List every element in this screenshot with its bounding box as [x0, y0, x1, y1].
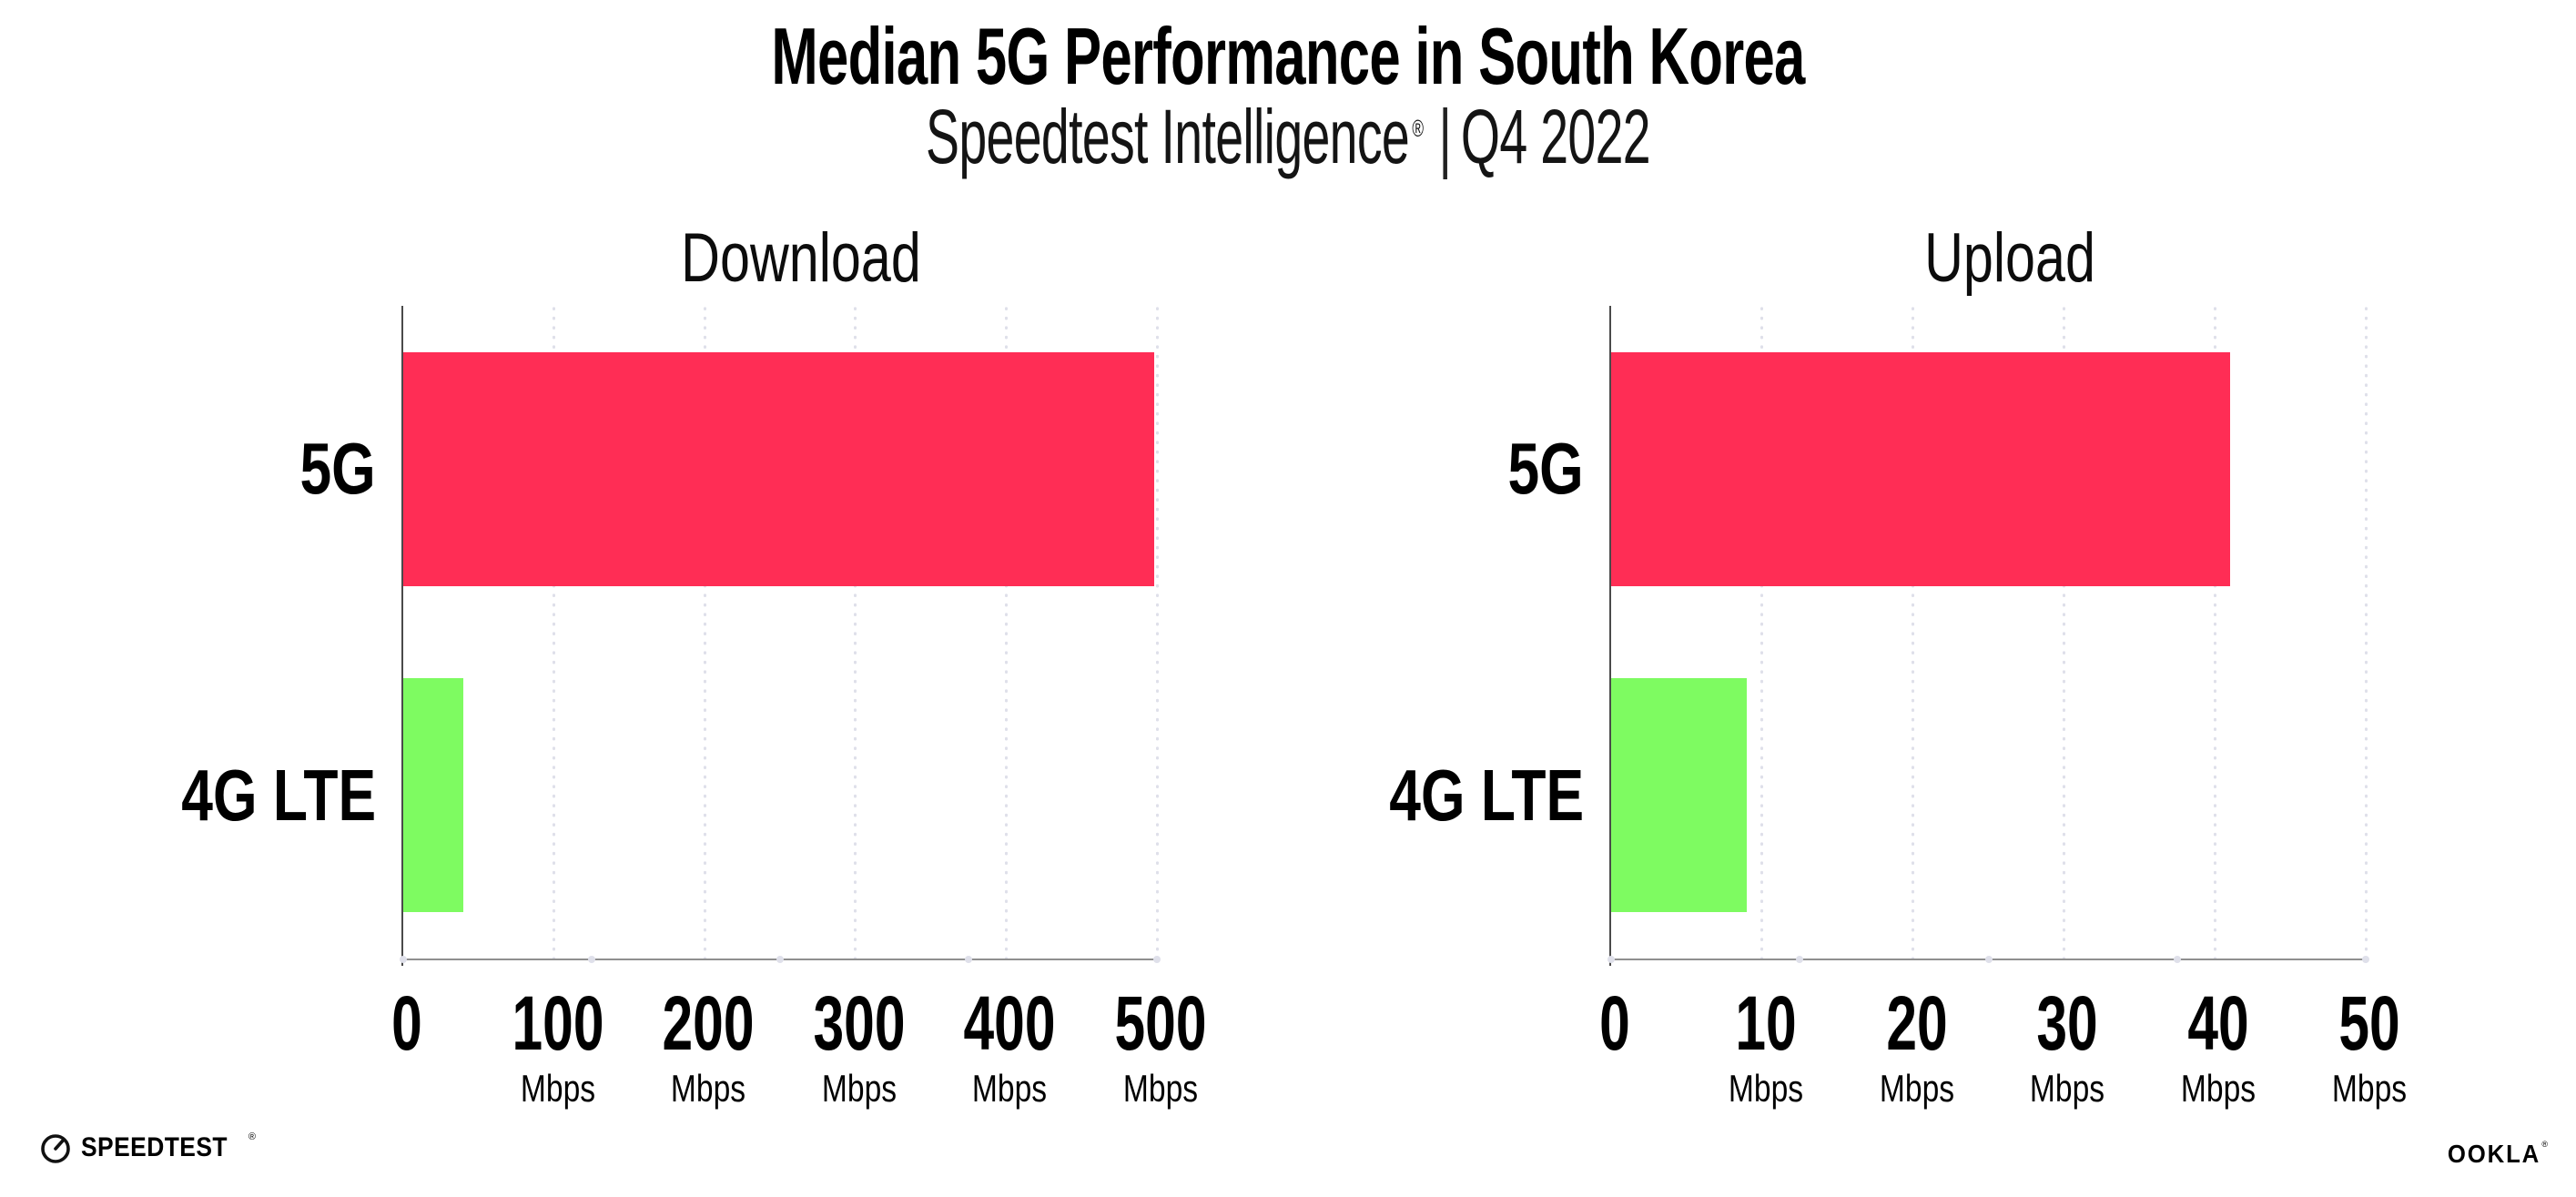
category-label-4g-lte: 4G LTE: [1389, 754, 1584, 836]
axis-baseline-dot: [776, 956, 784, 963]
x-tick-value: 20: [1885, 980, 1948, 1066]
x-tick-unit: Mbps: [2181, 1067, 2257, 1110]
speedtest-logo: SPEEDTEST ®: [38, 1131, 256, 1165]
axis-baseline-dot: [965, 956, 972, 963]
gridline: [2213, 306, 2216, 959]
download-chart-title: Download: [681, 219, 921, 297]
x-tick-label: 0: [1594, 985, 1637, 1061]
x-tick-value: 40: [2187, 980, 2249, 1066]
speedtest-wordmark: SPEEDTEST: [81, 1132, 228, 1162]
x-tick-unit: Mbps: [2331, 1067, 2408, 1110]
ookla-logo: OOKLA ®: [2439, 1140, 2548, 1168]
x-tick-label: 20 Mbps: [1870, 985, 1963, 1108]
x-tick-value: 0: [1599, 980, 1630, 1066]
x-tick-label: 100 Mbps: [494, 985, 622, 1108]
x-tick-label: 10 Mbps: [1719, 985, 1812, 1108]
gridline: [703, 306, 706, 959]
x-tick-value: 10: [1735, 980, 1797, 1066]
bar-4g-lte: [403, 678, 464, 913]
speedtest-gauge-icon: [38, 1131, 73, 1165]
axis-baseline-dot: [588, 956, 595, 963]
x-axis-line: [1609, 959, 2368, 960]
y-axis-line: [401, 306, 403, 966]
x-tick-label: 200 Mbps: [644, 985, 772, 1108]
x-tick-unit: Mbps: [972, 1067, 1048, 1110]
registered-trademark-mark: ®: [1412, 115, 1424, 142]
x-tick-value: 100: [512, 980, 604, 1066]
x-tick-unit: Mbps: [1879, 1067, 1954, 1110]
x-tick-label: 400 Mbps: [946, 985, 1073, 1108]
ookla-wordmark: OOKLA: [2448, 1140, 2541, 1168]
subtitle-period: Q4 2022: [1460, 94, 1651, 179]
page-title: Median 5G Performance in South Korea: [771, 11, 1805, 101]
category-label-5g: 5G: [1507, 428, 1584, 510]
x-tick-label: 500 Mbps: [1097, 985, 1224, 1108]
bar-5g: [1611, 351, 2230, 586]
page-subtitle: Speedtest Intelligence ® | Q4 2022: [438, 96, 2138, 177]
x-tick-label: 300 Mbps: [796, 985, 923, 1108]
subtitle-divider: |: [1438, 94, 1452, 179]
x-tick-value: 300: [813, 980, 906, 1066]
category-label-5g: 5G: [299, 428, 376, 510]
axis-baseline-dot: [2362, 956, 2369, 963]
upload-chart-title: Upload: [1923, 219, 2095, 297]
bar-5g: [403, 351, 1154, 586]
x-tick-label: 0: [386, 985, 429, 1061]
x-axis-line: [401, 959, 1159, 960]
x-tick-label: 40 Mbps: [2172, 985, 2266, 1108]
x-tick-unit: Mbps: [520, 1067, 595, 1110]
axis-baseline-dot: [1607, 956, 1615, 963]
x-tick-unit: Mbps: [2030, 1067, 2105, 1110]
x-tick-unit: Mbps: [821, 1067, 897, 1110]
x-tick-unit: Mbps: [671, 1067, 746, 1110]
gridline: [854, 306, 857, 959]
x-tick-unit: Mbps: [1728, 1067, 1803, 1110]
x-tick-value: 0: [391, 980, 422, 1066]
x-tick-value: 400: [963, 980, 1056, 1066]
axis-baseline-dot: [1153, 956, 1161, 963]
x-tick-value: 30: [2036, 980, 2099, 1066]
x-tick-unit: Mbps: [1122, 1067, 1199, 1110]
category-label-4g-lte: 4G LTE: [181, 754, 376, 836]
x-tick-label: 50 Mbps: [2323, 985, 2417, 1108]
gridline: [1912, 306, 1915, 959]
gridline: [1004, 306, 1008, 959]
gridline: [1155, 306, 1159, 959]
x-tick-label: 30 Mbps: [2021, 985, 2115, 1108]
gridline: [2062, 306, 2065, 959]
x-tick-value: 50: [2338, 980, 2400, 1066]
gridline: [1760, 306, 1764, 959]
y-axis-line: [1609, 306, 1611, 966]
axis-baseline-dot: [1796, 956, 1804, 963]
bar-4g-lte: [1611, 678, 1748, 913]
subtitle-brand: Speedtest Intelligence: [926, 94, 1410, 179]
x-tick-value: 200: [662, 980, 755, 1066]
gridline: [553, 306, 556, 959]
axis-baseline-dot: [2173, 956, 2181, 963]
speedtest-registered-mark: ®: [248, 1131, 256, 1142]
axis-baseline-dot: [1984, 956, 1993, 963]
ookla-registered-mark: ®: [2541, 1140, 2548, 1149]
gridline: [2364, 306, 2368, 959]
x-tick-value: 500: [1114, 980, 1207, 1066]
axis-baseline-dot: [400, 956, 407, 963]
